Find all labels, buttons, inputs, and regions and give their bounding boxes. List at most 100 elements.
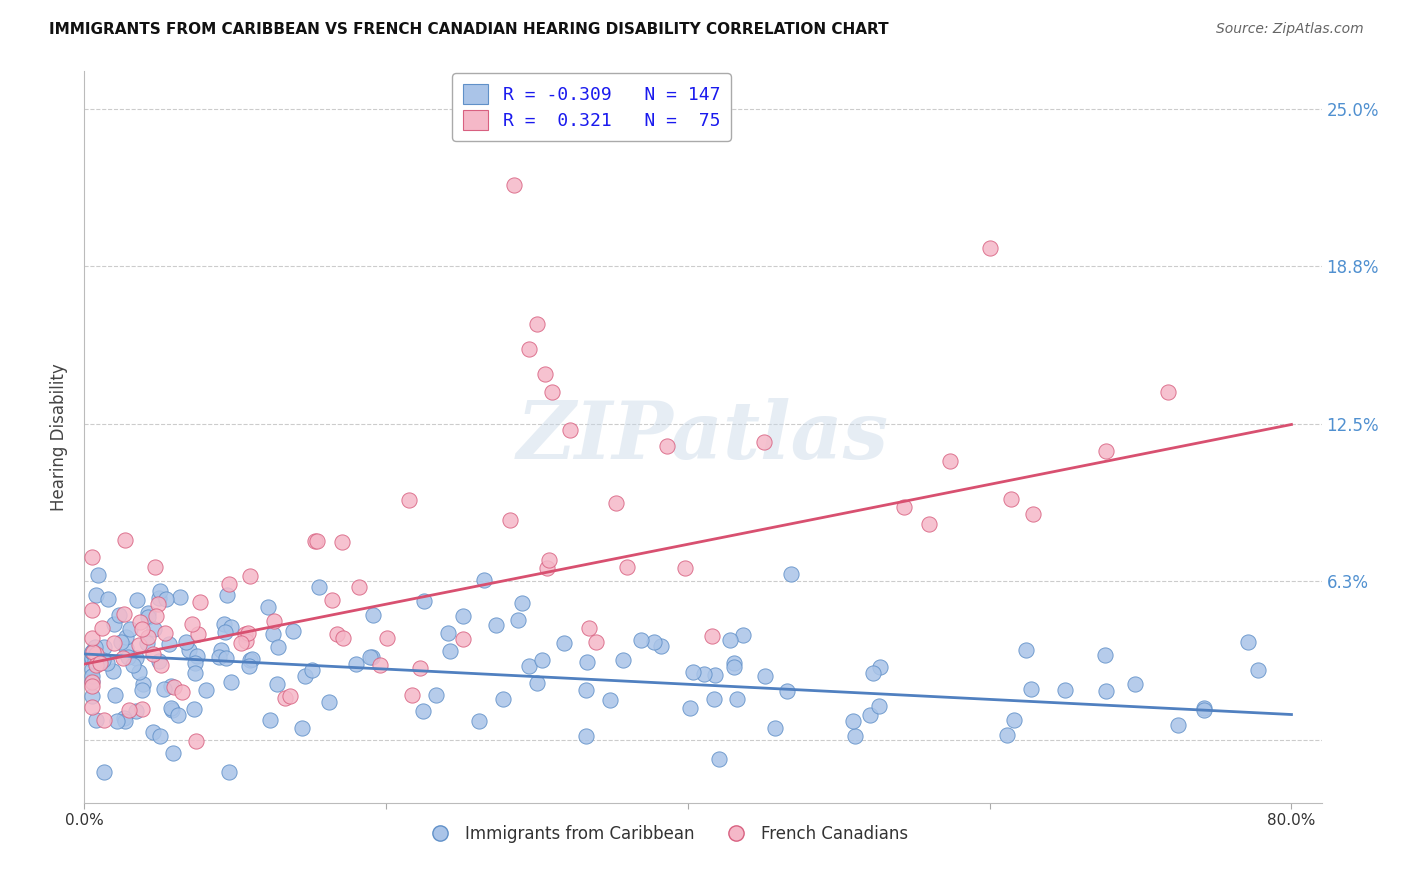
Point (80, 700, 103, 714)
Point (112, 607, 135, 622)
Point (278, 689, 301, 703)
Point (186, 648, 208, 663)
Point (149, 657, 172, 672)
Point (169, 590, 191, 604)
Point (704, 668, 727, 682)
Point (108, 607, 131, 622)
Point (128, 638, 150, 652)
Point (93, 713, 115, 727)
Point (1237, 635, 1260, 649)
Point (149, 583, 172, 598)
Point (326, 627, 349, 641)
Point (93, 640, 115, 655)
Point (657, 439, 679, 453)
Point (1194, 703, 1216, 717)
Point (485, 617, 508, 632)
Point (318, 695, 340, 709)
Point (103, 636, 125, 650)
Point (231, 635, 253, 649)
Point (718, 633, 741, 648)
Point (512, 596, 534, 610)
Point (558, 423, 581, 437)
Point (114, 714, 136, 729)
Point (142, 724, 165, 739)
Point (576, 656, 599, 670)
Point (368, 658, 391, 673)
Point (194, 683, 217, 698)
Point (80, 653, 103, 667)
Point (149, 729, 172, 743)
Point (1002, 713, 1025, 727)
Point (844, 729, 866, 743)
Point (187, 627, 209, 641)
Point (585, 635, 607, 649)
Point (186, 734, 208, 748)
Point (238, 659, 260, 673)
Point (142, 647, 165, 661)
Point (643, 635, 665, 649)
Point (136, 630, 159, 644)
Point (128, 615, 150, 629)
Point (80, 645, 103, 659)
Point (841, 714, 863, 729)
Point (215, 651, 238, 665)
Point (375, 631, 398, 645)
Point (918, 516, 941, 531)
Point (118, 703, 141, 717)
Point (262, 627, 284, 641)
Point (1021, 681, 1043, 696)
Point (499, 513, 522, 527)
Point (86, 713, 108, 727)
Point (612, 653, 634, 667)
Point (538, 553, 561, 567)
Point (131, 622, 153, 636)
Point (80, 632, 103, 646)
Point (868, 699, 890, 714)
Point (679, 700, 702, 714)
Point (616, 560, 638, 574)
Point (259, 713, 281, 727)
Point (453, 632, 475, 646)
Point (723, 656, 745, 670)
Text: ZIPatlas: ZIPatlas (517, 399, 889, 475)
Point (212, 616, 235, 631)
Point (321, 593, 343, 607)
Point (162, 746, 184, 760)
Point (104, 688, 127, 702)
Point (517, 659, 540, 673)
Point (90, 621, 112, 635)
Point (541, 384, 564, 399)
Point (307, 534, 329, 549)
Point (779, 566, 801, 581)
Point (174, 635, 197, 649)
Point (995, 728, 1018, 742)
Point (1094, 684, 1116, 698)
Point (157, 638, 180, 652)
Point (425, 688, 447, 702)
Point (112, 651, 135, 665)
Point (207, 650, 229, 665)
Point (84, 588, 107, 602)
Point (80, 669, 103, 683)
Point (236, 626, 259, 640)
Point (148, 654, 170, 668)
Point (239, 569, 262, 583)
Point (218, 765, 240, 780)
Point (80, 651, 103, 665)
Point (131, 683, 153, 698)
Point (682, 665, 704, 679)
Point (869, 660, 891, 674)
Point (650, 639, 672, 653)
Point (752, 435, 775, 450)
Point (183, 657, 205, 671)
Point (80, 674, 103, 689)
Point (291, 721, 314, 735)
Point (125, 650, 148, 665)
Point (91, 652, 114, 666)
Point (110, 635, 132, 649)
Point (80, 689, 103, 703)
Point (763, 721, 786, 735)
Point (575, 682, 598, 697)
Point (96, 657, 118, 671)
Point (114, 711, 136, 725)
